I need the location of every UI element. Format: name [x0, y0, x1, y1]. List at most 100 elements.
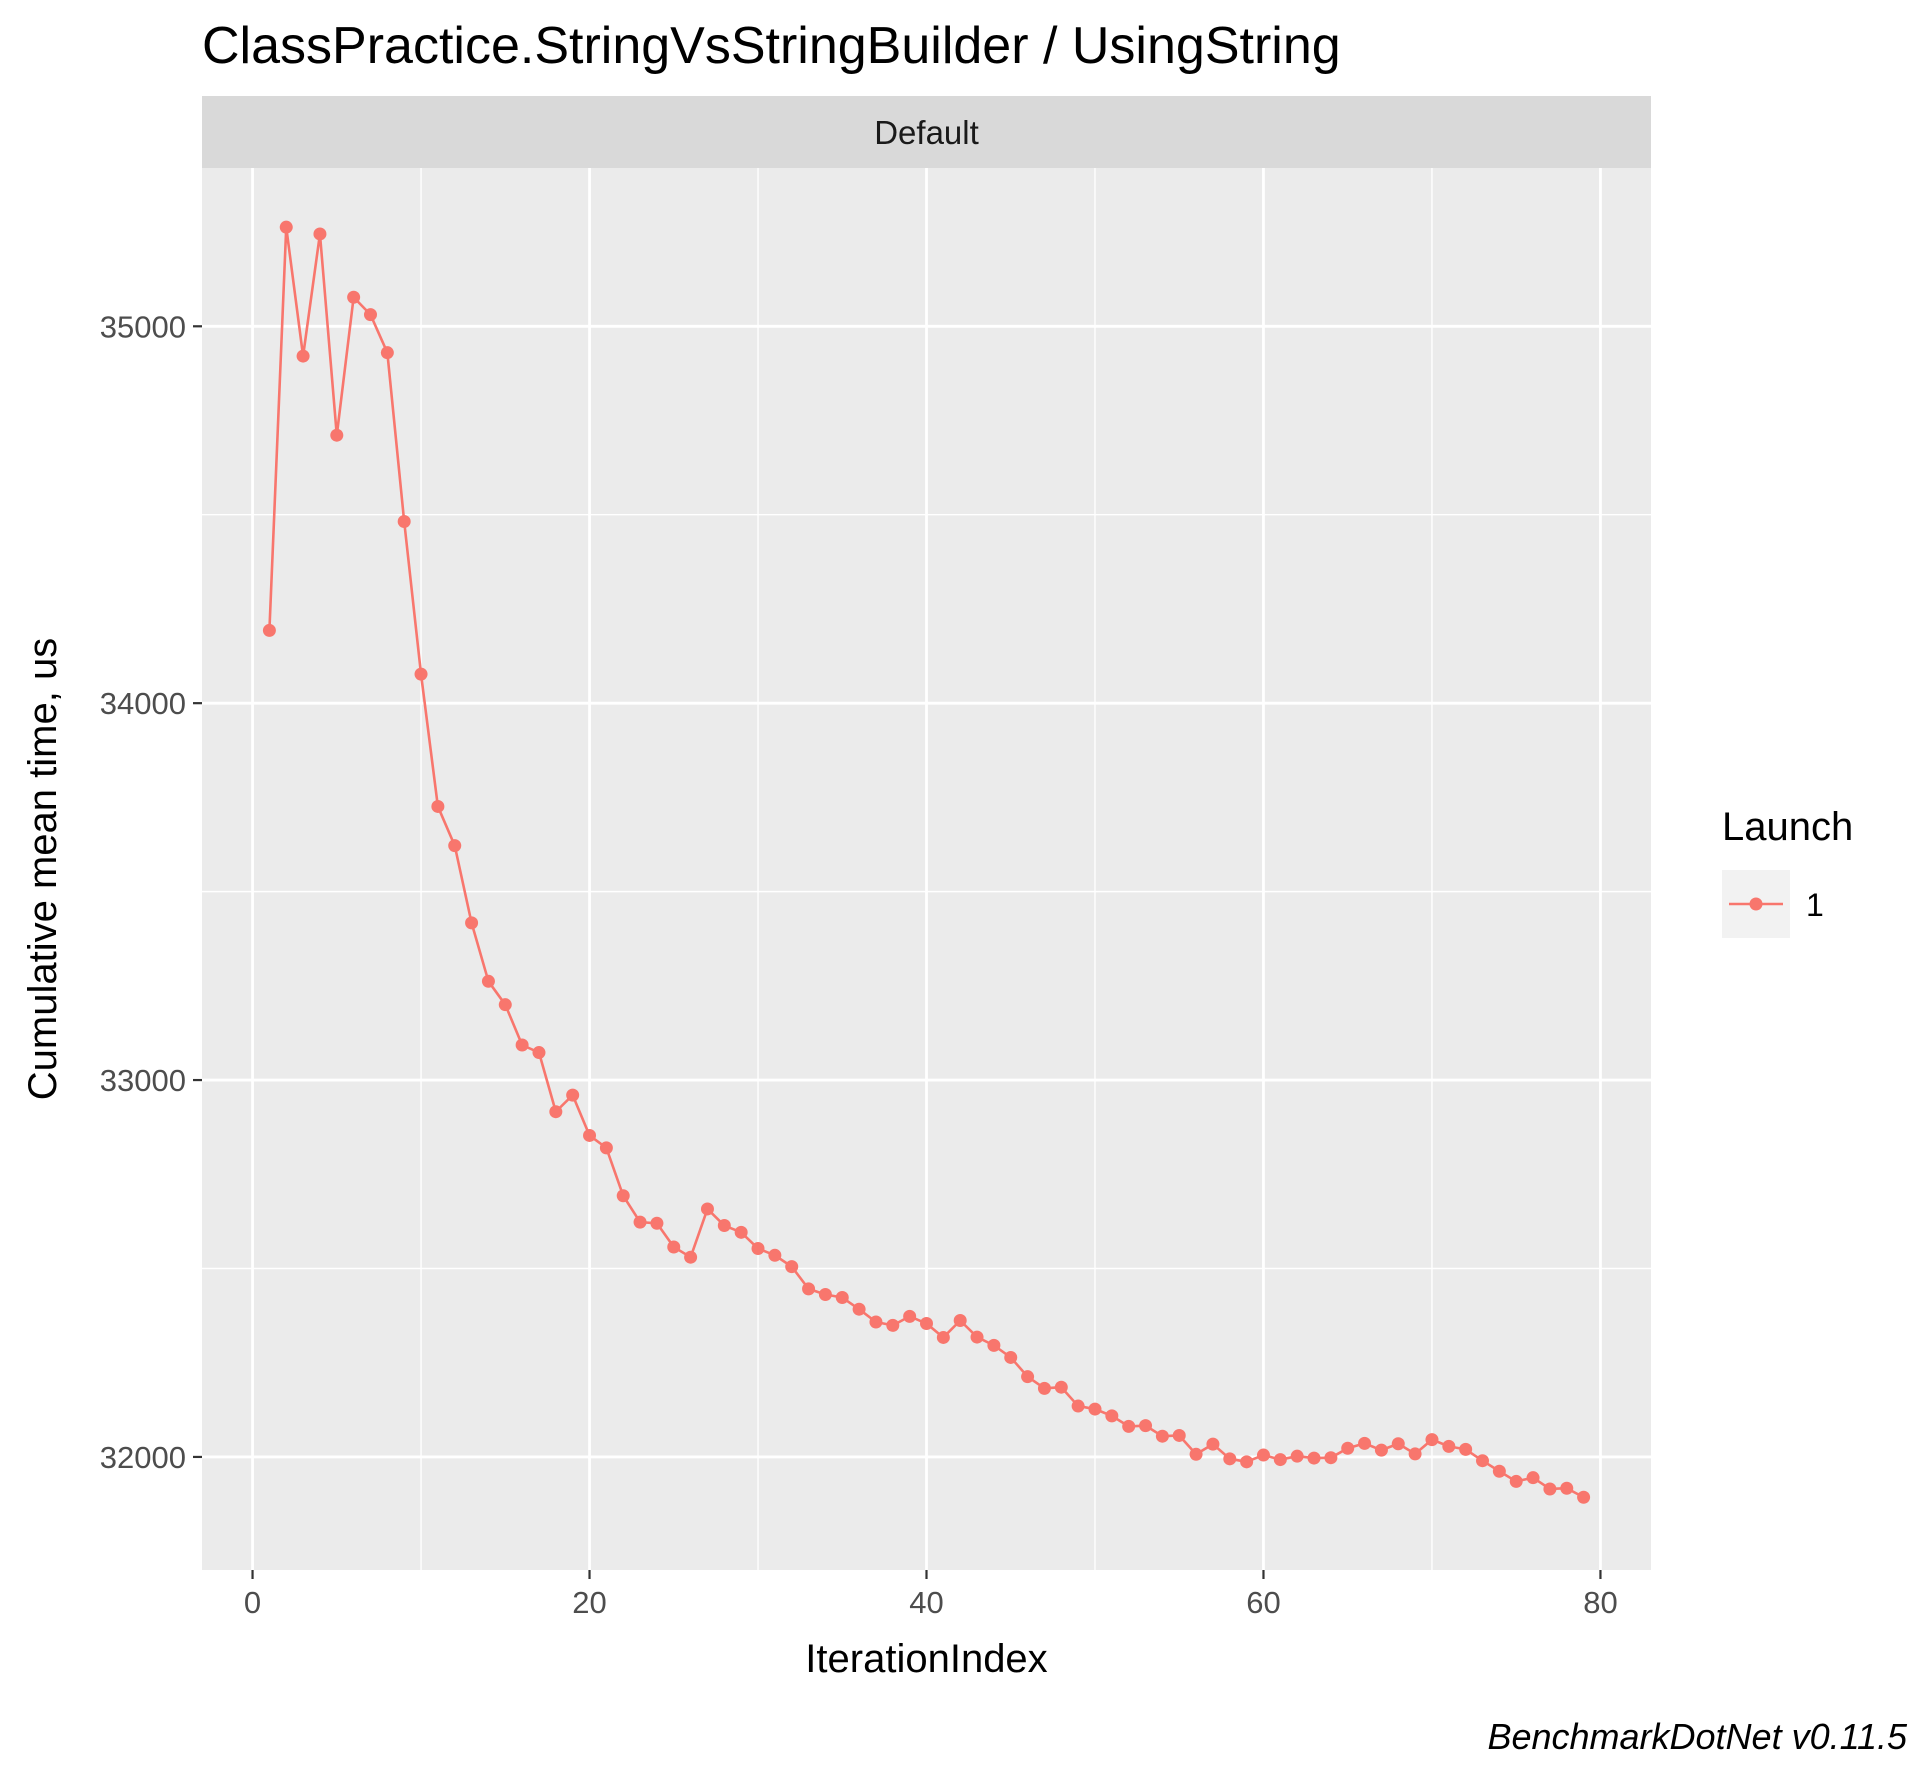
legend-key-point: [1749, 897, 1763, 911]
data-point: [835, 1291, 849, 1305]
data-point: [953, 1314, 967, 1328]
caption: BenchmarkDotNet v0.11.5: [1487, 1716, 1908, 1757]
data-point: [380, 346, 394, 360]
data-point: [751, 1242, 765, 1256]
y-axis-title: Cumulative mean time, us: [21, 638, 65, 1100]
data-point: [1560, 1481, 1574, 1495]
data-point: [549, 1105, 563, 1119]
data-point: [1054, 1380, 1068, 1394]
data-point: [852, 1302, 866, 1316]
data-point: [785, 1260, 799, 1274]
chart-title: ClassPractice.StringVsStringBuilder / Us…: [202, 17, 1341, 75]
data-point: [1442, 1439, 1456, 1453]
data-point: [987, 1338, 1001, 1352]
data-point: [1273, 1453, 1287, 1467]
x-axis-title: IterationIndex: [805, 1637, 1047, 1681]
data-point: [1172, 1428, 1186, 1442]
data-point: [1290, 1449, 1304, 1463]
data-point: [734, 1225, 748, 1239]
data-point: [616, 1189, 630, 1203]
data-point: [1391, 1437, 1405, 1451]
x-tick-label: 60: [1246, 1585, 1280, 1620]
data-point: [1577, 1490, 1591, 1504]
x-tick-label: 40: [909, 1585, 943, 1620]
data-point: [1425, 1433, 1439, 1447]
data-point: [1004, 1350, 1018, 1364]
data-point: [936, 1330, 950, 1344]
data-point: [1139, 1419, 1153, 1433]
y-tick-label: 34000: [100, 686, 186, 721]
data-point: [1105, 1409, 1119, 1423]
axes: 0 20 40 60 80 32000 33000 34000 35000: [100, 309, 1618, 1620]
data-point: [1223, 1452, 1237, 1466]
data-point: [481, 974, 495, 988]
grid-lines: [202, 168, 1651, 1570]
data-point: [1256, 1448, 1270, 1462]
data-point: [1543, 1482, 1557, 1496]
data-point: [1037, 1381, 1051, 1395]
x-tick-label: 80: [1583, 1585, 1617, 1620]
data-point: [1492, 1464, 1506, 1478]
y-tick-label: 35000: [100, 309, 186, 344]
data-point: [347, 290, 361, 304]
data-point: [599, 1141, 613, 1155]
data-point: [1206, 1437, 1220, 1451]
data-point: [1307, 1451, 1321, 1465]
data-point: [1476, 1454, 1490, 1468]
data-point: [633, 1215, 647, 1229]
facet-strip: [202, 96, 1651, 168]
data-point: [1071, 1399, 1085, 1413]
data-point: [869, 1315, 883, 1329]
data-point: [1324, 1451, 1338, 1465]
data-point: [414, 667, 428, 681]
data-point: [330, 428, 344, 442]
data-point: [700, 1202, 714, 1216]
data-point: [515, 1038, 529, 1052]
data-series: [262, 220, 1591, 1504]
data-point: [1088, 1402, 1102, 1416]
data-point: [802, 1282, 816, 1296]
y-tick-label: 33000: [100, 1063, 186, 1098]
legend-title: Launch: [1722, 805, 1853, 849]
data-point: [1358, 1436, 1372, 1450]
data-point: [1509, 1474, 1523, 1488]
data-point: [717, 1219, 731, 1233]
data-point: [296, 349, 310, 363]
x-tick-label: 0: [244, 1585, 261, 1620]
data-point: [397, 515, 411, 529]
data-point: [262, 623, 276, 637]
data-point: [1526, 1471, 1540, 1485]
data-point: [279, 220, 293, 234]
data-point: [1122, 1419, 1136, 1433]
data-point: [313, 227, 327, 241]
data-point: [920, 1317, 933, 1331]
data-point: [1021, 1370, 1035, 1384]
legend-label: 1: [1806, 887, 1824, 923]
y-tick-label: 32000: [100, 1440, 186, 1475]
data-point: [1408, 1447, 1422, 1461]
data-point: [970, 1330, 984, 1344]
facet-label: Default: [874, 114, 979, 151]
data-point: [1189, 1447, 1203, 1461]
data-point: [1374, 1443, 1388, 1457]
data-point: [667, 1240, 681, 1254]
x-tick-label: 20: [572, 1585, 606, 1620]
data-point: [768, 1248, 782, 1262]
data-point: [903, 1309, 917, 1323]
legend: Launch 1: [1722, 805, 1853, 938]
data-point: [818, 1287, 832, 1301]
data-point: [1155, 1429, 1169, 1443]
data-point: [1240, 1455, 1254, 1469]
data-point: [448, 839, 462, 853]
data-point: [498, 998, 512, 1012]
data-point: [684, 1250, 698, 1264]
data-point: [566, 1088, 580, 1102]
data-point: [431, 799, 445, 813]
data-point: [583, 1128, 597, 1142]
data-point: [886, 1318, 900, 1332]
data-point: [1459, 1442, 1473, 1456]
data-point: [363, 308, 377, 322]
data-point: [1341, 1441, 1355, 1455]
data-point: [465, 916, 479, 930]
